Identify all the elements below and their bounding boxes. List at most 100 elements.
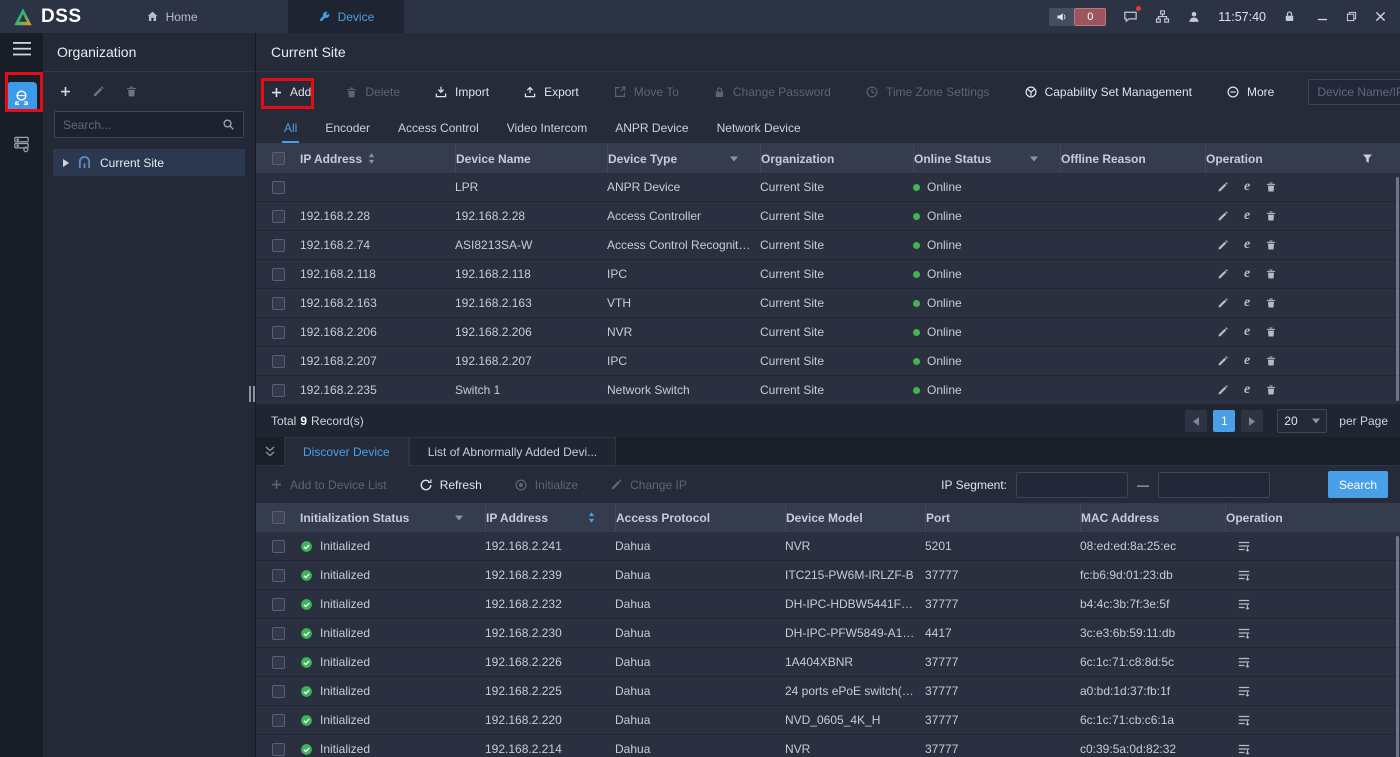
row-checkbox[interactable]	[272, 568, 285, 582]
edit-device-icon[interactable]	[1217, 326, 1229, 338]
filter-init-status-icon[interactable]	[455, 515, 463, 521]
nav-device-manager-icon[interactable]	[6, 82, 37, 112]
ip-segment-search-button[interactable]: Search	[1328, 471, 1388, 498]
open-web-page-icon[interactable]: e	[1244, 268, 1251, 280]
edit-device-icon[interactable]	[1217, 384, 1229, 396]
row-checkbox[interactable]	[272, 539, 285, 553]
row-checkbox[interactable]	[272, 238, 285, 252]
add-organization-icon[interactable]	[59, 85, 72, 98]
add-to-device-list-icon[interactable]	[1237, 684, 1251, 698]
open-web-page-icon[interactable]: e	[1244, 239, 1251, 251]
tree-expand-arrow-icon[interactable]	[63, 158, 69, 167]
select-all-checkbox[interactable]	[272, 511, 285, 524]
sort-ip-icon[interactable]	[368, 153, 375, 164]
table-row[interactable]: Initialized 192.168.2.232 Dahua DH-IPC-H…	[256, 590, 1400, 619]
discover-table-scrollbar[interactable]	[1396, 536, 1399, 757]
org-hierarchy-icon[interactable]	[1155, 9, 1170, 24]
row-checkbox[interactable]	[272, 597, 285, 611]
table-row[interactable]: Initialized 192.168.2.225 Dahua 24 ports…	[256, 677, 1400, 706]
row-checkbox[interactable]	[272, 383, 285, 397]
add-to-device-list-icon[interactable]	[1237, 539, 1251, 553]
nav-tab-home[interactable]: Home	[116, 0, 228, 33]
delete-device-button[interactable]: Delete	[345, 85, 400, 99]
row-checkbox[interactable]	[272, 713, 285, 727]
row-checkbox[interactable]	[272, 742, 285, 756]
row-checkbox[interactable]	[272, 684, 285, 698]
open-web-page-icon[interactable]: e	[1244, 384, 1251, 396]
row-checkbox[interactable]	[272, 209, 285, 223]
user-account-icon[interactable]	[1187, 10, 1201, 24]
time-zone-settings-button[interactable]: Time Zone Settings	[865, 85, 990, 99]
tab-all[interactable]: All	[270, 112, 311, 143]
add-to-device-list-icon[interactable]	[1237, 742, 1251, 756]
table-row[interactable]: 192.168.2.118 192.168.2.118 IPC Current …	[256, 260, 1400, 289]
delete-device-icon[interactable]	[1265, 384, 1277, 396]
edit-device-icon[interactable]	[1217, 297, 1229, 309]
open-web-page-icon[interactable]: e	[1244, 181, 1251, 193]
table-row[interactable]: Initialized 192.168.2.226 Dahua 1A404XBN…	[256, 648, 1400, 677]
sort-ip-icon[interactable]	[588, 512, 595, 523]
tab-access-control[interactable]: Access Control	[398, 120, 479, 135]
edit-organization-icon[interactable]	[92, 85, 105, 98]
table-row[interactable]: LPR ANPR Device Current Site Online e	[256, 173, 1400, 202]
select-all-checkbox[interactable]	[272, 152, 285, 165]
change-ip-button[interactable]: Change IP	[610, 478, 687, 492]
edit-device-icon[interactable]	[1217, 181, 1229, 193]
open-web-page-icon[interactable]: e	[1244, 355, 1251, 367]
delete-device-icon[interactable]	[1265, 355, 1277, 367]
next-page-button[interactable]	[1241, 410, 1264, 432]
tab-anpr-device[interactable]: ANPR Device	[615, 120, 689, 135]
refresh-button[interactable]: Refresh	[419, 478, 482, 492]
delete-device-icon[interactable]	[1265, 239, 1277, 251]
capability-set-management-button[interactable]: Capability Set Management	[1024, 85, 1192, 99]
organization-search-input[interactable]	[63, 117, 222, 132]
row-checkbox[interactable]	[272, 180, 285, 194]
table-row[interactable]: 192.168.2.28 192.168.2.28 Access Control…	[256, 202, 1400, 231]
tab-abnormally-added-devices[interactable]: List of Abnormally Added Devi...	[408, 437, 617, 465]
ip-segment-end-input[interactable]	[1158, 471, 1270, 498]
table-row[interactable]: Initialized 192.168.2.230 Dahua DH-IPC-P…	[256, 619, 1400, 648]
delete-device-icon[interactable]	[1265, 297, 1277, 309]
message-notification-icon[interactable]	[1123, 6, 1142, 24]
row-checkbox[interactable]	[272, 655, 285, 669]
table-row[interactable]: 192.168.2.74 ASI8213SA-W Access Control …	[256, 231, 1400, 260]
row-checkbox[interactable]	[272, 325, 285, 339]
tab-encoder[interactable]: Encoder	[325, 120, 371, 135]
edit-device-icon[interactable]	[1217, 239, 1229, 251]
delete-device-icon[interactable]	[1265, 181, 1277, 193]
table-row[interactable]: 192.168.2.206 192.168.2.206 NVR Current …	[256, 318, 1400, 347]
delete-device-icon[interactable]	[1265, 326, 1277, 338]
row-checkbox[interactable]	[272, 296, 285, 310]
delete-device-icon[interactable]	[1265, 210, 1277, 222]
table-row[interactable]: 192.168.2.207 192.168.2.207 IPC Current …	[256, 347, 1400, 376]
edit-device-icon[interactable]	[1217, 355, 1229, 367]
table-row[interactable]: 192.168.2.163 192.168.2.163 VTH Current …	[256, 289, 1400, 318]
filter-online-status-icon[interactable]	[1030, 156, 1038, 162]
edit-device-icon[interactable]	[1217, 268, 1229, 280]
filter-device-type-icon[interactable]	[730, 156, 738, 162]
table-row[interactable]: Initialized 192.168.2.241 Dahua NVR 5201…	[256, 532, 1400, 561]
row-checkbox[interactable]	[272, 354, 285, 368]
table-row[interactable]: 192.168.2.235 Switch 1 Network Switch Cu…	[256, 376, 1400, 405]
device-search-input[interactable]	[1317, 85, 1400, 99]
row-checkbox[interactable]	[272, 626, 285, 640]
nav-tab-device[interactable]: Device	[287, 0, 405, 33]
tree-item-current-site[interactable]: Current Site	[53, 149, 245, 176]
open-web-page-icon[interactable]: e	[1244, 210, 1251, 222]
prev-page-button[interactable]	[1185, 410, 1208, 432]
export-button[interactable]: Export	[523, 85, 579, 99]
import-button[interactable]: Import	[434, 85, 489, 99]
nav-device-config-icon[interactable]	[7, 128, 37, 158]
add-to-device-list-button[interactable]: Add to Device List	[270, 478, 387, 492]
tab-video-intercom[interactable]: Video Intercom	[506, 120, 588, 135]
restore-button[interactable]	[1346, 11, 1357, 22]
panel-splitter[interactable]	[249, 386, 257, 402]
page-number-button[interactable]: 1	[1213, 410, 1236, 432]
alarm-center[interactable]: 0	[1049, 7, 1107, 26]
ip-segment-start-input[interactable]	[1016, 471, 1128, 498]
table-row[interactable]: Initialized 192.168.2.214 Dahua NVR 3777…	[256, 735, 1400, 757]
add-to-device-list-icon[interactable]	[1237, 655, 1251, 669]
close-button[interactable]	[1375, 11, 1386, 22]
device-table-scrollbar[interactable]	[1396, 177, 1399, 401]
move-to-button[interactable]: Move To	[613, 85, 679, 99]
